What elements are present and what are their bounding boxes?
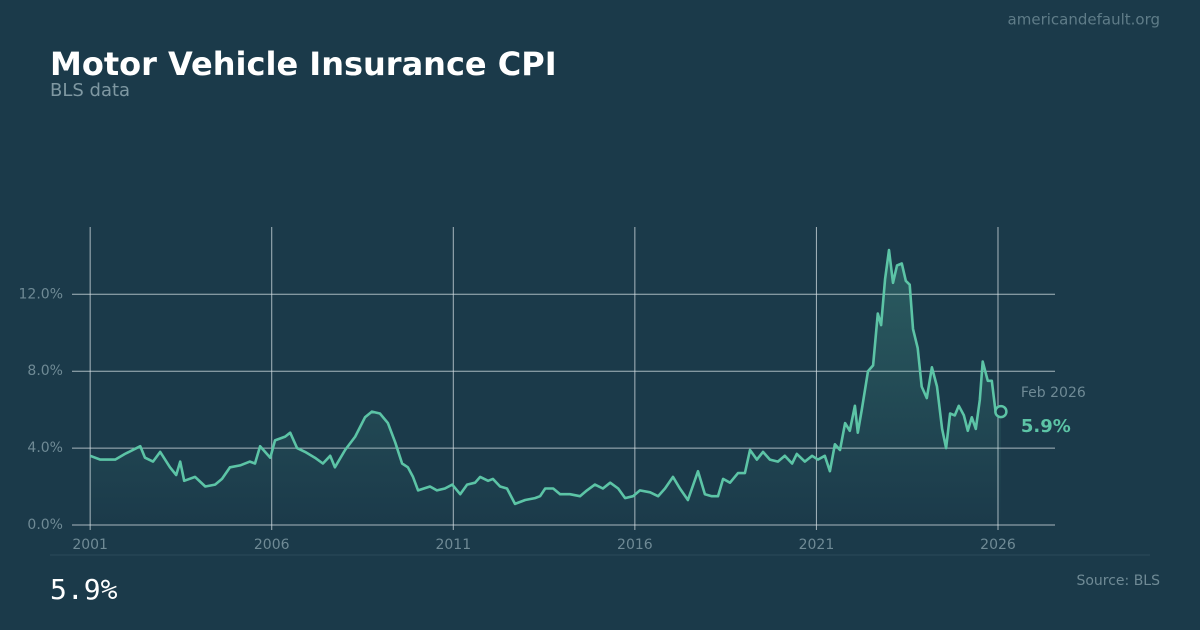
y-tick-label: 0.0% (27, 517, 63, 533)
annotation-value: 5.9% (1021, 416, 1071, 437)
annotation-date: Feb 2026 (1021, 385, 1086, 401)
x-tick-label: 2016 (617, 537, 653, 553)
x-tick-label: 2006 (254, 537, 290, 553)
site-name: americandefault.org (1008, 11, 1160, 29)
x-tick-label: 2021 (799, 537, 835, 553)
y-tick-label: 8.0% (27, 363, 63, 379)
line (89, 248, 1002, 506)
area-fill (90, 250, 1001, 525)
y-tick-label: 12.0% (19, 286, 63, 302)
chart-subtitle: BLS data (50, 80, 130, 101)
chart-title: Motor Vehicle Insurance CPI (50, 45, 557, 83)
x-tick-label: 2026 (980, 537, 1016, 553)
source: Source: BLS (1076, 573, 1160, 589)
y-tick-label: 4.0% (27, 440, 63, 456)
last-point (994, 404, 1008, 419)
plot: 0.0% 4.0% 8.0% 12.0% 2001 2006 2011 2016 2021 202… (19, 227, 1086, 553)
x-tick-label: 2011 (435, 537, 471, 553)
x-tick-label: 2001 (72, 537, 108, 553)
headline-value: 5.9% (50, 573, 118, 606)
